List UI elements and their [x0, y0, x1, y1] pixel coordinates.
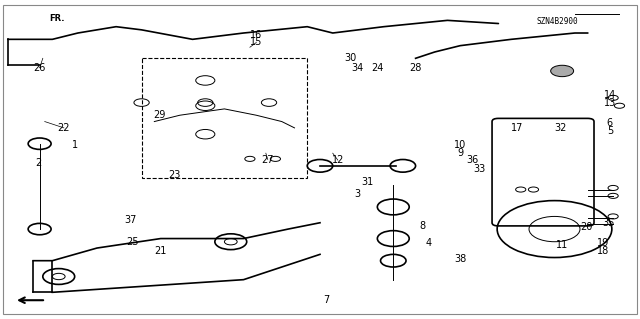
Text: 9: 9: [457, 148, 463, 158]
Text: 10: 10: [454, 140, 467, 150]
Text: 15: 15: [250, 38, 262, 48]
Text: 20: 20: [580, 222, 593, 233]
Text: 21: 21: [154, 246, 167, 256]
Text: 37: 37: [124, 215, 136, 225]
Text: 38: 38: [454, 254, 467, 264]
Text: 28: 28: [410, 63, 422, 73]
Text: 26: 26: [33, 63, 46, 73]
Text: 35: 35: [602, 218, 614, 228]
Text: FR.: FR.: [49, 14, 65, 23]
Text: 1: 1: [72, 140, 77, 150]
Text: 23: 23: [168, 170, 181, 180]
Text: 36: 36: [467, 154, 479, 165]
Text: 13: 13: [604, 98, 616, 108]
Text: 19: 19: [597, 238, 610, 248]
Text: SZN4B2900: SZN4B2900: [537, 18, 579, 26]
Text: 5: 5: [607, 126, 613, 136]
Text: 34: 34: [351, 63, 363, 73]
Circle shape: [550, 65, 573, 77]
Text: 18: 18: [597, 246, 610, 256]
Text: 31: 31: [362, 177, 374, 187]
Text: 4: 4: [425, 238, 431, 248]
Text: 22: 22: [58, 123, 70, 133]
Text: 16: 16: [250, 30, 262, 40]
Text: 32: 32: [555, 123, 567, 133]
Text: 11: 11: [556, 240, 568, 250]
Text: 12: 12: [332, 155, 344, 165]
Text: 30: 30: [344, 53, 356, 63]
Text: 29: 29: [153, 110, 166, 120]
Text: 3: 3: [354, 189, 360, 199]
Text: 33: 33: [473, 164, 485, 174]
Text: 6: 6: [607, 118, 613, 128]
Text: 24: 24: [371, 63, 383, 73]
Text: 14: 14: [604, 90, 616, 100]
Text: 25: 25: [126, 237, 138, 247]
Text: 8: 8: [419, 221, 425, 231]
Text: 2: 2: [35, 158, 42, 168]
Bar: [141, 58, 307, 178]
Text: 27: 27: [262, 154, 274, 165]
Text: 17: 17: [511, 123, 524, 133]
Text: 7: 7: [323, 295, 330, 305]
